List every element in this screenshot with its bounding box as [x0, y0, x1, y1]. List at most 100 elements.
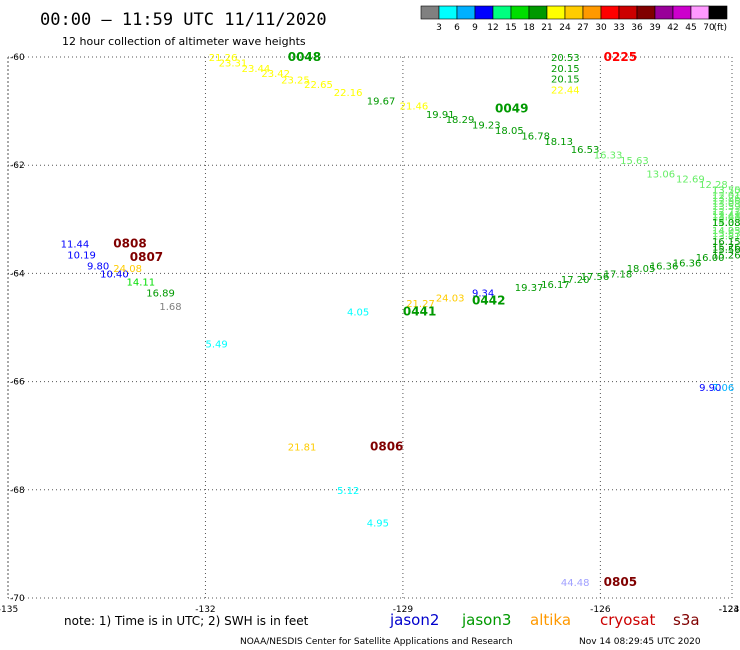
x-tick-label: -124: [719, 605, 740, 615]
y-tick-label: -68: [10, 486, 25, 496]
swh-value: 19.91: [426, 110, 455, 121]
swh-value: 16.15: [712, 237, 740, 248]
colorbar-label: 33: [613, 23, 624, 33]
swh-value: 17.18: [604, 269, 633, 280]
pass-time-label: 0441: [403, 304, 436, 318]
credit-text: NOAA/NESDIS Center for Satellite Applica…: [240, 637, 513, 647]
footer-note: note: 1) Time is in UTC; 2) SWH is in fe…: [64, 614, 309, 628]
swh-value: 13.06: [646, 169, 675, 180]
swh-value: 44.48: [561, 578, 590, 589]
swh-value: 16.89: [146, 288, 175, 299]
colorbar-label: 36: [631, 23, 643, 33]
colorbar-swatch: [492, 5, 512, 20]
x-tick-label: -126: [590, 605, 611, 615]
swh-value: 15.08: [712, 218, 740, 229]
swh-value: 19.67: [367, 96, 396, 107]
y-tick-label: -60: [10, 53, 25, 63]
swh-value: 15.26: [712, 250, 740, 261]
swh-value: 23.25: [281, 76, 310, 87]
swh-value: 17.20: [561, 275, 590, 286]
swh-value: 23.42: [261, 69, 290, 80]
pass-time-labels: 0048022500490050044308080807044204410246…: [113, 50, 637, 589]
swh-value: 22.44: [551, 85, 580, 96]
swh-value: 22.65: [304, 80, 333, 91]
swh-value: 20.53: [551, 53, 580, 64]
colorbar-label: 39: [649, 23, 661, 33]
swh-value: 16.53: [571, 145, 600, 156]
swh-value: 13.50: [712, 186, 740, 197]
colorbar-swatch: [690, 5, 710, 20]
swh-value: 13.59: [712, 202, 740, 213]
swh-value: 4.95: [367, 518, 389, 529]
colorbar-swatch: [564, 5, 584, 20]
swh-value: 7.06: [712, 383, 734, 394]
x-tick-label: -132: [195, 605, 215, 615]
swh-value: 13.03: [712, 199, 740, 210]
swh-value: 1.68: [159, 302, 181, 313]
swh-value: 14.25: [712, 226, 740, 237]
swh-value: 18.05: [495, 126, 524, 137]
swh-value: 21.26: [209, 53, 238, 64]
swh-value: 13.43: [712, 213, 740, 224]
swh-value: 21.27: [406, 299, 435, 310]
colorbar: 3 6 9 12 15 18 21 24 27 30 33 36 39 42 45 70(ft): [420, 5, 728, 33]
chart-title: 00:00 – 11:59 UTC 11/11/2020: [40, 10, 327, 30]
x-tick-label: -129: [393, 605, 414, 615]
swh-value: 9.90: [699, 383, 721, 394]
swh-value: 16.00: [696, 253, 725, 264]
pass-time-label: 0048: [288, 50, 321, 64]
swh-value: 5.49: [205, 340, 227, 351]
swh-value: 18.29: [446, 115, 475, 126]
colorbar-label: 27: [577, 23, 588, 33]
swh-value: 16.17: [541, 280, 570, 291]
swh-value: 20.15: [551, 64, 580, 75]
swh-value: 5.12: [337, 486, 359, 497]
colorbar-swatch: [600, 5, 620, 20]
swh-value: 13.75: [712, 186, 740, 197]
colorbar-label: 24: [559, 23, 571, 33]
swh-value: 10.19: [67, 250, 96, 261]
pass-time-label: 0808: [113, 237, 146, 251]
timestamp-text: Nov 14 08:29:45 UTC 2020: [579, 637, 701, 647]
swh-value: 24.08: [113, 264, 142, 275]
swh-value: 15.63: [620, 156, 649, 167]
swh-value: 13.81: [712, 232, 740, 243]
colorbar-swatch: [438, 5, 458, 20]
y-tick-label: -64: [10, 269, 25, 279]
swh-value: 9.34: [472, 288, 494, 299]
swh-value: 24.03: [436, 294, 465, 305]
colorbar-swatch: [420, 5, 440, 20]
swh-value: 13.26: [712, 194, 740, 205]
swh-value: 21.81: [288, 443, 317, 454]
swh-value: 14.03: [712, 218, 740, 229]
swh-value: 19.23: [472, 121, 501, 132]
swh-value: 12.28: [699, 180, 728, 191]
colorbar-label: 6: [454, 23, 460, 33]
mission-s3a: s3a: [673, 611, 700, 629]
y-tick-label: -66: [10, 378, 25, 388]
pass-time-label: 0806: [370, 440, 403, 454]
swh-value: 14.11: [126, 278, 155, 289]
plot-frame: [7, 56, 733, 599]
swh-value: 18.13: [544, 137, 573, 148]
mission-cryosat: cryosat: [600, 611, 655, 629]
colorbar-label: 9: [472, 23, 478, 33]
mission-jason3: jason3: [461, 611, 511, 629]
colorbar-swatch: [618, 5, 638, 20]
chart-subtitle: 12 hour collection of altimeter wave hei…: [62, 35, 306, 48]
colorbar-label: 42: [667, 23, 678, 33]
mission-jason2: jason2: [389, 611, 439, 629]
colorbar-label: 12: [487, 23, 498, 33]
swh-value: 14.03: [712, 226, 740, 237]
swh-value: 18.05: [627, 264, 656, 275]
swh-value: 12.41: [712, 210, 740, 221]
grid: [7, 56, 733, 599]
colorbar-swatch: [474, 5, 494, 20]
swh-value: 22.16: [334, 88, 363, 99]
colorbar-label: 30: [595, 23, 607, 33]
swh-value: 19.37: [515, 283, 544, 294]
colorbar-swatch: [654, 5, 674, 20]
colorbar-label: 45: [685, 23, 696, 33]
